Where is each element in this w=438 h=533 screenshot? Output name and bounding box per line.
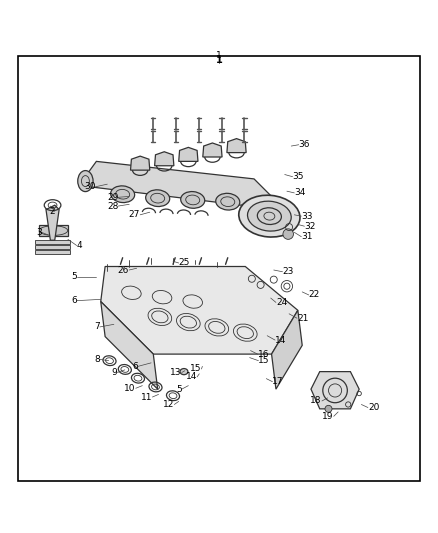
- Text: 10: 10: [124, 384, 136, 393]
- Text: 14: 14: [186, 373, 197, 382]
- Text: 5: 5: [176, 385, 182, 394]
- Text: 26: 26: [118, 265, 129, 274]
- Text: 19: 19: [322, 412, 334, 421]
- Text: 35: 35: [293, 172, 304, 181]
- Text: 21: 21: [297, 314, 308, 322]
- Text: 13: 13: [170, 368, 182, 377]
- Text: 31: 31: [301, 232, 313, 241]
- Polygon shape: [46, 205, 59, 240]
- Text: 6: 6: [71, 296, 77, 305]
- Text: 29: 29: [107, 193, 118, 202]
- Text: 36: 36: [299, 140, 310, 149]
- Bar: [35, 240, 70, 244]
- Polygon shape: [101, 266, 298, 354]
- Circle shape: [325, 405, 332, 413]
- Polygon shape: [227, 139, 246, 152]
- Text: 12: 12: [163, 400, 174, 409]
- Ellipse shape: [239, 195, 300, 237]
- Text: 6: 6: [132, 362, 138, 371]
- Polygon shape: [131, 156, 150, 170]
- Polygon shape: [179, 147, 198, 161]
- Ellipse shape: [180, 368, 188, 375]
- Text: 34: 34: [294, 189, 306, 197]
- Text: 22: 22: [309, 290, 320, 300]
- Ellipse shape: [111, 186, 134, 203]
- Polygon shape: [79, 161, 272, 205]
- Text: 15: 15: [258, 356, 270, 365]
- Text: 32: 32: [304, 222, 316, 231]
- Bar: [39, 225, 68, 236]
- Text: 9: 9: [112, 368, 117, 377]
- Ellipse shape: [247, 201, 291, 231]
- Text: 8: 8: [94, 355, 100, 364]
- Text: 4: 4: [77, 241, 82, 250]
- Text: 11: 11: [141, 392, 152, 401]
- Text: 25: 25: [179, 259, 190, 268]
- Text: 5: 5: [71, 272, 77, 281]
- Text: 33: 33: [301, 212, 313, 221]
- Bar: [35, 251, 70, 254]
- Text: 30: 30: [84, 182, 95, 191]
- Ellipse shape: [146, 190, 170, 206]
- Text: 23: 23: [283, 267, 294, 276]
- Polygon shape: [203, 143, 222, 157]
- Text: 1: 1: [215, 55, 223, 66]
- Ellipse shape: [181, 191, 205, 208]
- Text: 16: 16: [258, 350, 269, 359]
- Text: 14: 14: [275, 336, 286, 344]
- Text: 1: 1: [216, 51, 222, 60]
- Polygon shape: [155, 152, 174, 166]
- Text: 15: 15: [190, 365, 201, 374]
- Polygon shape: [101, 302, 158, 389]
- Text: 7: 7: [94, 322, 100, 332]
- Text: 27: 27: [129, 211, 140, 219]
- Ellipse shape: [216, 193, 240, 210]
- Circle shape: [283, 229, 293, 239]
- Text: 2: 2: [49, 207, 55, 216]
- Bar: [35, 245, 70, 249]
- Polygon shape: [272, 310, 302, 389]
- Polygon shape: [311, 372, 359, 409]
- Text: 3: 3: [36, 228, 42, 237]
- Ellipse shape: [78, 171, 93, 191]
- Text: 28: 28: [107, 201, 118, 211]
- Text: 18: 18: [311, 397, 322, 406]
- Text: 24: 24: [276, 298, 287, 307]
- Text: 20: 20: [368, 403, 379, 412]
- Text: 17: 17: [272, 377, 284, 386]
